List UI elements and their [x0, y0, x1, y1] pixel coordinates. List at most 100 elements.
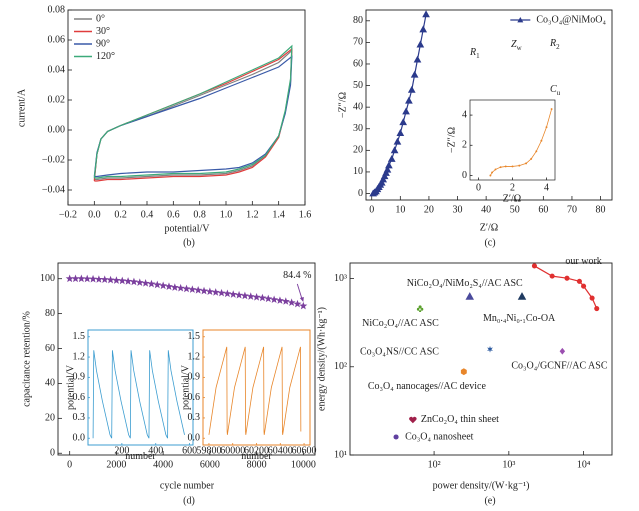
- data-point: [299, 301, 308, 310]
- series-line: [208, 346, 302, 435]
- data-point: [235, 290, 244, 299]
- annotation-arrowhead: [299, 296, 304, 302]
- data-point: [409, 416, 417, 424]
- caption: (d): [183, 495, 195, 506]
- data-point: [499, 166, 502, 169]
- circuit-subscript: w: [517, 44, 523, 52]
- x-tick-label: 4000: [153, 459, 173, 470]
- data-point: [205, 287, 214, 296]
- y-tick-label: 1.2: [73, 351, 86, 362]
- data-point: [517, 292, 527, 300]
- x-tick-label: 0.0: [88, 209, 101, 220]
- x-axis-label: potential/V: [165, 223, 211, 234]
- x-axis-label: Z′/Ω: [480, 222, 499, 233]
- x-tick-label: 400: [148, 445, 163, 456]
- data-point: [460, 368, 467, 376]
- y-tick-label: 40: [353, 101, 363, 112]
- y-tick-label: −0.04: [42, 184, 65, 195]
- data-point: [511, 165, 514, 168]
- data-point: [89, 274, 98, 283]
- data-point: [396, 129, 405, 136]
- y-tick-label: 0.06: [48, 34, 66, 45]
- legend-label: 120°: [96, 51, 115, 62]
- data-point: [275, 296, 284, 304]
- data-point: [383, 165, 392, 173]
- data-point: [147, 279, 156, 288]
- x-tick-label: 70: [567, 204, 577, 215]
- y-tick-label: 0: [462, 170, 467, 181]
- x-axis-label: cycle number: [160, 480, 215, 491]
- circuit-label: Cu: [550, 84, 561, 96]
- y-tick-label: 0.9: [188, 372, 201, 383]
- y-tick-label: 60: [45, 343, 55, 354]
- y-tick-label: 50: [353, 80, 363, 91]
- annotation-arrow: [296, 283, 303, 301]
- plot-frame: [469, 99, 556, 181]
- data-point: [491, 171, 494, 174]
- circuit-label: Zw: [511, 39, 523, 51]
- point-label: our work: [565, 256, 601, 267]
- data-point: [188, 285, 197, 293]
- y-tick-label: 10¹: [334, 449, 347, 460]
- y-tick-label: 0.0: [188, 433, 201, 444]
- y-tick-label: 0.3: [188, 412, 201, 423]
- data-point: [135, 278, 144, 286]
- data-point: [540, 139, 543, 142]
- data-point: [124, 277, 133, 285]
- y-tick-label: 1.2: [188, 351, 201, 362]
- data-point: [194, 286, 203, 294]
- data-point: [530, 157, 533, 160]
- y-tick-label: 20: [353, 145, 363, 156]
- x-tick-label: 1.0: [220, 209, 233, 220]
- x-axis-label: number: [241, 451, 272, 462]
- data-point: [549, 273, 555, 279]
- data-point: [182, 284, 191, 293]
- y-axis-label: −Z″/Ω: [337, 92, 348, 118]
- data-point: [581, 283, 587, 289]
- data-point: [211, 288, 220, 296]
- x-axis-label: number: [125, 451, 156, 462]
- x-tick-label: 4: [544, 183, 549, 194]
- x-axis-label: Z′/Ω: [503, 193, 522, 204]
- y-tick-label: 0.6: [188, 392, 201, 403]
- annotation: 84.4 %: [283, 270, 311, 281]
- circuit-symbol: R: [549, 38, 556, 49]
- circuit-subscript: 2: [556, 43, 560, 51]
- y-tick-label: 10³: [334, 273, 347, 284]
- data-point: [252, 293, 261, 301]
- x-tick-label: 30: [453, 204, 463, 215]
- caption: (b): [183, 237, 195, 248]
- legend-label: Co₃O₄@NiMoO₄: [536, 14, 606, 25]
- data-point: [264, 294, 273, 303]
- data-point: [217, 288, 226, 297]
- data-point: [229, 290, 238, 298]
- x-tick-label: 2: [510, 183, 515, 194]
- point-label: Co₃O₄ nanocages//AC device: [368, 381, 487, 392]
- circuit-symbol: C: [550, 84, 557, 95]
- y-tick-label: 80: [353, 15, 363, 26]
- x-tick-label: 0.6: [167, 209, 180, 220]
- data-point: [106, 275, 115, 284]
- data-point: [380, 172, 389, 180]
- x-tick-label: 0: [67, 459, 72, 470]
- x-tick-label: 200: [114, 445, 129, 456]
- data-point: [65, 274, 74, 283]
- legend-label: 90°: [96, 38, 110, 49]
- data-point: [531, 263, 537, 269]
- data-point: [170, 283, 179, 291]
- point-label: Co₃O₄NS//CC ASC: [360, 347, 439, 358]
- x-tick-label: 1.2: [246, 209, 259, 220]
- y-tick-label: 1.5: [73, 331, 86, 342]
- data-point: [281, 297, 290, 305]
- data-point: [550, 108, 553, 111]
- y-tick-label: 80: [45, 308, 55, 319]
- y-tick-label: 60: [353, 58, 363, 69]
- data-point: [377, 178, 386, 186]
- x-tick-label: 10: [395, 204, 405, 215]
- data-point: [387, 154, 396, 162]
- legend-label: 0°: [96, 13, 105, 24]
- data-point: [494, 168, 497, 171]
- y-tick-label: −0.02: [42, 154, 65, 165]
- y-tick-label: 0.04: [48, 64, 66, 75]
